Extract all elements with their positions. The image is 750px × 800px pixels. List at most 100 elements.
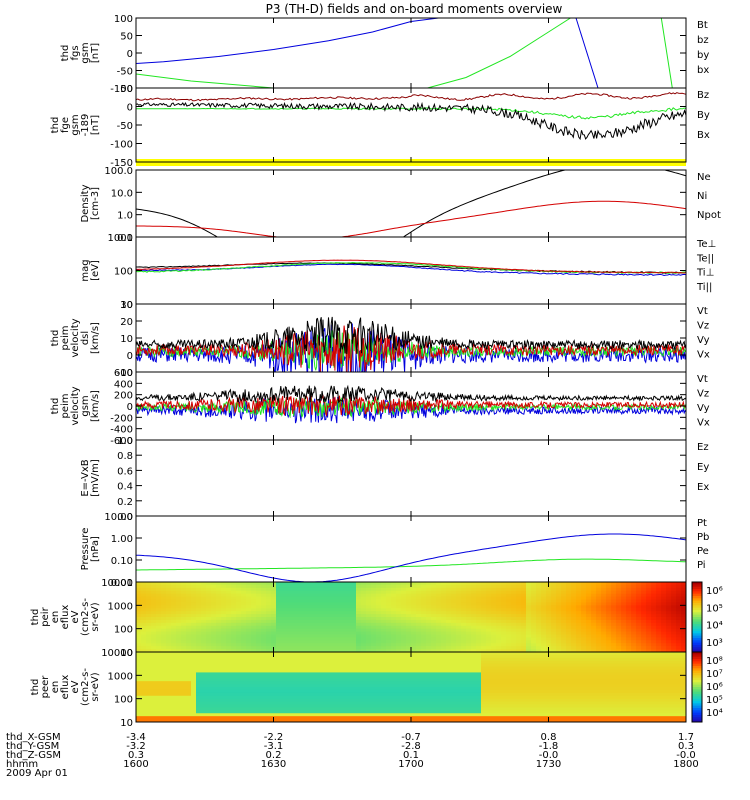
heatmap-cell [181,713,187,717]
heatmap-cell [621,634,627,639]
heatmap-cell [171,628,177,633]
heatmap-cell [371,666,377,671]
heatmap-cell [486,657,492,662]
heatmap-cell [261,654,267,659]
heatmap-cell [246,660,252,665]
heatmap-cell [481,605,487,609]
heatmap-cell [411,684,417,688]
heatmap-cell [281,614,287,618]
heatmap-cell [486,625,492,630]
heatmap-cell [541,631,547,636]
heatmap-cell [646,643,652,647]
heatmap-cell [291,599,297,604]
heatmap-cell [501,634,507,639]
heatmap-cell [531,584,537,589]
heatmap-cell [256,689,262,694]
heatmap-cell [516,719,522,722]
heatmap-cell [191,599,197,604]
heatmap-cell [291,640,297,644]
heatmap-cell [166,614,172,618]
heatmap-cell [421,692,427,697]
heatmap-cell [246,654,252,659]
heatmap-cell [351,698,357,703]
heatmap-cell [296,602,302,606]
heatmap-cell [241,649,247,652]
heatmap-cell [171,652,177,656]
heatmap-cell [621,622,627,627]
heatmap-cell [496,687,502,691]
heatmap-cell [246,596,252,601]
heatmap-cell [251,631,257,636]
heatmap-cell [576,666,582,671]
heatmap-cell [541,687,547,691]
heatmap-cell [401,669,407,674]
heatmap-cell [561,643,567,647]
heatmap-cell [391,652,397,656]
heatmap-cell [221,698,227,703]
heatmap-cell [671,619,677,624]
heatmap-cell [301,596,307,601]
heatmap-cell [386,687,392,691]
heatmap-cell [206,710,212,714]
heatmap-cell [661,593,667,598]
heatmap-cell [591,617,597,621]
heatmap-cell [291,678,297,682]
heatmap-cell [476,619,482,624]
heatmap-cell [186,698,192,703]
heatmap-cell [306,692,312,697]
heatmap-cell [491,643,497,647]
heatmap-cell [356,611,362,615]
heatmap-cell [186,707,192,711]
heatmap-cell [251,652,257,656]
heatmap-cell [251,692,257,697]
heatmap-cell [456,652,462,656]
heatmap-cell [201,654,207,659]
heatmap-cell [426,625,432,630]
heatmap-cell [476,704,482,709]
heatmap-cell [151,637,157,641]
heatmap-cell [351,681,357,685]
heatmap-cell [441,619,447,624]
heatmap-cell [331,701,337,706]
heatmap-cell [196,719,202,722]
heatmap-cell [516,602,522,606]
heatmap-cell [306,649,312,652]
heatmap-cell [176,584,182,589]
heatmap-cell [631,599,637,604]
heatmap-cell [681,590,686,595]
heatmap-cell [496,689,502,694]
heatmap-cell [366,657,372,662]
heatmap-cell [536,681,542,685]
heatmap-cell [656,587,662,592]
heatmap-cell [316,704,322,709]
heatmap-cell [601,646,607,650]
heatmap-cell [141,687,147,691]
heatmap-cell [416,657,422,662]
heatmap-cell [306,593,312,598]
heatmap-cell [366,707,372,711]
heatmap-cell [226,593,232,598]
heatmap-cell [581,640,587,644]
heatmap-cell [306,608,312,612]
heatmap-cell [606,640,612,644]
heatmap-cell [256,582,262,586]
heatmap-cell [466,590,472,595]
heatmap-cell [416,681,422,685]
heatmap-cell [591,701,597,706]
heatmap-cell [331,622,337,627]
heatmap-cell [486,602,492,606]
heatmap-cell [141,628,147,633]
heatmap-cell [331,617,337,621]
heatmap-cell [521,643,527,647]
heatmap-cell [371,681,377,685]
heatmap-cell [191,587,197,592]
heatmap-cell [366,640,372,644]
heatmap-cell [566,625,572,630]
heatmap-cell [381,596,387,601]
heatmap-cell [261,646,267,650]
heatmap-cell [241,608,247,612]
heatmap-cell [571,678,577,682]
heatmap-cell [616,681,622,685]
heatmap-cell [446,617,452,621]
heatmap-cell [421,654,427,659]
